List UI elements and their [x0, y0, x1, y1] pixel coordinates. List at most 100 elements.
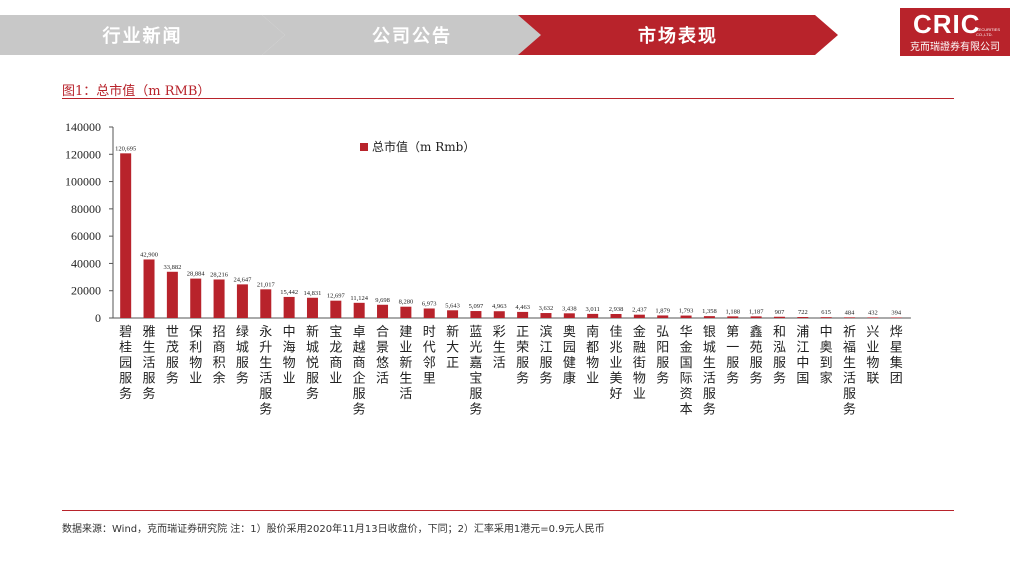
x-category-label: 合景悠活 — [376, 325, 389, 387]
tab-company-announcements-shape — [262, 15, 562, 55]
x-category-label: 建业新生活 — [399, 325, 412, 402]
x-category-label: 中海物业 — [283, 325, 296, 387]
x-category-label: 时代邻里 — [423, 325, 436, 387]
bar — [727, 316, 739, 318]
tab-market-performance-shape — [518, 15, 838, 55]
x-category-label: 烨星集团 — [890, 325, 903, 387]
data-label: 1,793 — [679, 308, 694, 315]
y-tick-label: 20000 — [71, 284, 101, 298]
bar — [423, 308, 435, 318]
x-category-label: 兴业物联 — [866, 325, 879, 387]
legend-label: 总市值（m Rmb） — [372, 139, 475, 154]
bar — [797, 317, 809, 318]
data-label: 12,697 — [327, 293, 346, 300]
bar — [844, 317, 856, 318]
tab-industry-news-label: 行业新闻 — [102, 26, 183, 47]
x-category-label: 雅生活服务 — [143, 325, 156, 402]
section-nav: 行业新闻 公司公告 市场表现 — [0, 15, 850, 55]
x-category-label: 招商积余 — [213, 325, 226, 387]
tab-company-announcements[interactable]: 公司公告 — [262, 15, 562, 55]
data-label: 3,011 — [585, 306, 599, 313]
bar — [517, 311, 529, 318]
x-category-label: 和泓服务 — [773, 325, 786, 387]
x-category-label: 彩生活 — [493, 325, 506, 371]
data-label: 3,438 — [562, 305, 577, 312]
bar — [283, 296, 295, 318]
bar — [400, 306, 412, 318]
x-category-label: 碧桂园服务 — [119, 325, 132, 402]
data-label: 28,884 — [187, 271, 206, 278]
bar — [773, 316, 785, 318]
x-category-label: 南都物业 — [586, 324, 599, 387]
bar — [143, 259, 155, 318]
data-label: 15,442 — [280, 289, 298, 296]
x-category-label: 奥园健康 — [563, 325, 576, 387]
data-label: 33,882 — [163, 264, 181, 271]
x-category-label: 银城生活服务 — [703, 325, 716, 418]
data-label: 484 — [845, 309, 856, 316]
data-label: 11,124 — [350, 295, 368, 302]
data-label: 1,188 — [725, 308, 740, 315]
tab-market-performance-label: 市场表现 — [638, 26, 718, 47]
data-label: 1,358 — [702, 308, 717, 315]
data-label: 5,643 — [445, 302, 460, 309]
source-note: 数据来源：Wind，克而瑞证券研究院 注：1）股价采用2020年11月13日收盘… — [62, 524, 605, 535]
bar — [447, 310, 459, 318]
x-category-label: 新城悦服务 — [306, 324, 319, 402]
x-category-label: 华金国际资本 — [680, 325, 693, 418]
x-category-label: 保利物业 — [189, 325, 202, 387]
tab-industry-news[interactable]: 行业新闻 — [0, 15, 285, 55]
x-category-label: 宝龙商业 — [329, 325, 342, 387]
data-label: 6,973 — [422, 300, 437, 307]
bar — [377, 304, 389, 318]
y-tick-label: 40000 — [71, 256, 101, 270]
data-label: 14,831 — [304, 290, 322, 297]
bar — [820, 317, 832, 318]
y-tick-label: 120000 — [65, 147, 101, 161]
bar — [587, 313, 599, 318]
x-category-label: 祈福生活服务 — [843, 325, 856, 418]
bar — [260, 289, 272, 318]
data-label: 8,280 — [399, 299, 414, 306]
data-label: 9,698 — [375, 297, 390, 304]
data-label: 4,463 — [515, 304, 530, 311]
data-label: 120,695 — [115, 145, 136, 152]
bar — [330, 300, 342, 318]
company-logo: CRIC SECURITIES CO.,LTD. 克而瑞證券有限公司 — [900, 8, 1010, 56]
bar — [213, 279, 225, 318]
source-divider — [62, 510, 954, 511]
data-label: 2,437 — [632, 307, 647, 314]
tab-market-performance[interactable]: 市场表现 — [518, 15, 838, 55]
data-label: 4,963 — [492, 303, 507, 310]
x-category-label: 浦江中国 — [796, 325, 809, 387]
bar — [120, 153, 132, 318]
data-label: 28,216 — [210, 272, 229, 279]
data-label: 5,097 — [469, 303, 484, 310]
bar — [493, 311, 505, 318]
bar — [633, 314, 645, 318]
data-label: 2,938 — [609, 306, 624, 313]
bar — [353, 302, 365, 318]
bar — [750, 316, 762, 318]
x-category-label: 新大正 — [446, 324, 459, 371]
tab-company-announcements-label: 公司公告 — [372, 26, 452, 47]
logo-company-name: 克而瑞證券有限公司 — [910, 42, 1000, 53]
logo-tagline: SECURITIES CO.,LTD. — [976, 27, 1001, 37]
data-label: 3,632 — [539, 305, 554, 312]
tab-industry-news-shape — [0, 15, 285, 55]
figure-title: 图1：总市值（m RMB） — [62, 84, 211, 99]
x-category-label: 绿城服务 — [236, 325, 249, 387]
y-tick-label: 60000 — [71, 229, 101, 243]
x-category-label: 卓越商企服务 — [353, 325, 366, 418]
y-tick-label: 80000 — [71, 202, 101, 216]
data-label: 907 — [775, 309, 786, 316]
figure-title-divider — [62, 98, 954, 99]
x-category-label: 第一服务 — [726, 325, 739, 387]
data-label: 24,647 — [233, 276, 252, 283]
bar — [680, 315, 692, 318]
bar — [610, 313, 622, 318]
data-label: 432 — [868, 309, 878, 316]
bar — [867, 317, 879, 318]
data-label: 21,017 — [257, 281, 276, 288]
